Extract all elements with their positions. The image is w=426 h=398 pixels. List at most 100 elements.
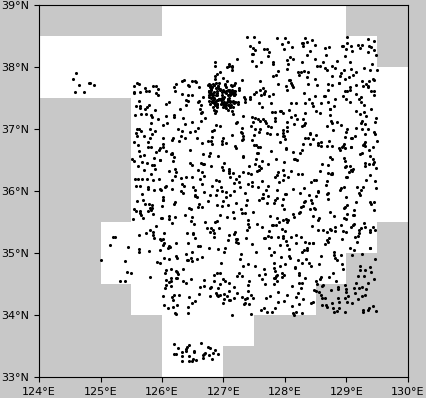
Point xyxy=(221,101,228,108)
Point xyxy=(273,273,280,279)
Point xyxy=(230,170,237,176)
Point xyxy=(150,177,156,183)
Point xyxy=(227,103,233,110)
Bar xyxy=(162,222,193,253)
Point xyxy=(209,127,216,134)
Point xyxy=(186,353,193,359)
Point xyxy=(137,105,144,111)
Point xyxy=(347,224,354,230)
Point xyxy=(286,54,293,60)
Point xyxy=(366,229,373,235)
Point xyxy=(320,93,327,100)
Point xyxy=(198,101,204,108)
Point xyxy=(160,122,167,128)
Point xyxy=(272,72,279,78)
Point xyxy=(282,135,288,142)
Point xyxy=(134,80,141,86)
Point xyxy=(355,227,362,233)
Point xyxy=(191,193,198,199)
Point xyxy=(301,109,308,116)
Point xyxy=(290,84,296,90)
Point xyxy=(256,163,262,169)
Point xyxy=(210,350,216,357)
Point xyxy=(135,248,142,255)
Point xyxy=(335,284,342,290)
Point xyxy=(272,197,279,204)
Point xyxy=(143,230,150,236)
Point xyxy=(373,185,380,192)
Point xyxy=(307,141,314,147)
Point xyxy=(361,140,368,147)
Point xyxy=(154,92,161,98)
Point xyxy=(145,248,152,255)
Point xyxy=(219,135,226,141)
Point xyxy=(147,126,154,132)
Point xyxy=(186,342,193,349)
Point xyxy=(131,139,138,145)
Point xyxy=(234,273,241,279)
Point xyxy=(335,286,342,292)
Point xyxy=(370,302,377,309)
Point xyxy=(373,67,380,73)
Point xyxy=(159,236,166,242)
Point xyxy=(281,272,288,279)
Point xyxy=(139,197,146,203)
Point xyxy=(171,201,178,207)
Point xyxy=(207,191,214,198)
Point xyxy=(178,349,185,355)
Point xyxy=(148,131,155,137)
Bar xyxy=(70,67,101,98)
Point xyxy=(329,170,336,176)
Point xyxy=(200,352,207,359)
Point xyxy=(219,140,226,147)
Point xyxy=(137,208,144,214)
Bar xyxy=(131,160,162,191)
Point xyxy=(160,240,167,246)
Point xyxy=(309,240,316,247)
Point xyxy=(348,48,355,55)
Point xyxy=(353,125,360,131)
Point xyxy=(285,77,292,84)
Point xyxy=(312,42,319,48)
Point xyxy=(277,107,284,114)
Point xyxy=(317,63,324,70)
Point xyxy=(260,195,267,201)
Point xyxy=(157,156,164,163)
Point xyxy=(215,293,222,299)
Point xyxy=(256,126,263,132)
Point xyxy=(219,188,226,195)
Point xyxy=(184,98,191,104)
Point xyxy=(242,300,248,306)
Point xyxy=(330,304,337,311)
Point xyxy=(207,89,214,95)
Point xyxy=(273,187,280,193)
Point xyxy=(184,310,191,317)
Point xyxy=(217,281,224,287)
Point xyxy=(222,104,228,111)
Point xyxy=(260,84,267,91)
Point xyxy=(222,82,228,88)
Point xyxy=(216,123,223,130)
Point xyxy=(206,153,213,159)
Point xyxy=(230,98,236,104)
Point xyxy=(340,43,346,50)
Bar xyxy=(162,253,193,284)
Point xyxy=(154,86,161,92)
Point xyxy=(258,92,265,98)
Point xyxy=(217,260,224,267)
Point xyxy=(299,146,306,153)
Point xyxy=(158,236,165,243)
Point xyxy=(150,161,157,168)
Point xyxy=(219,100,226,106)
Bar xyxy=(193,253,224,284)
Point xyxy=(276,219,282,225)
Point xyxy=(311,76,318,82)
Point xyxy=(268,233,274,240)
Point xyxy=(327,154,334,160)
Point xyxy=(299,40,306,46)
Point xyxy=(221,103,228,109)
Point xyxy=(309,136,316,142)
Point xyxy=(142,85,149,92)
Point xyxy=(209,98,216,105)
Point xyxy=(229,83,236,90)
